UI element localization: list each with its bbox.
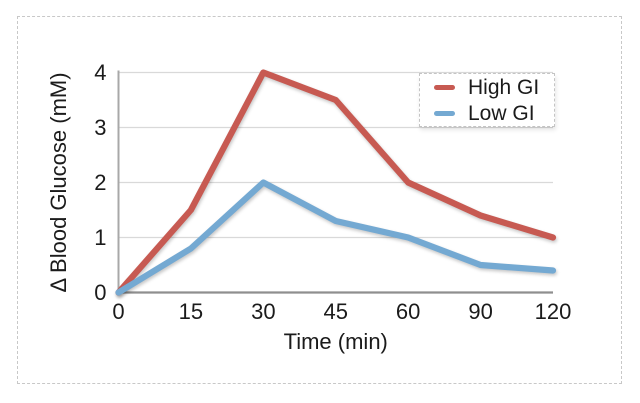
x-tick-label: 45 [324,299,348,324]
high-gi-line-swatch [434,84,455,90]
x-tick-label: 0 [112,299,124,324]
low-gi-line [115,179,557,296]
legend-item-low-gi: Low GI [434,103,554,124]
y-tick-label: 0 [94,280,106,305]
y-tick-label: 2 [94,170,106,195]
y-tick-label: 4 [94,60,106,85]
y-axis-title: Δ Blood Glucose (mM) [46,72,71,292]
x-axis-title: Time (min) [284,329,388,354]
y-tick-label: 1 [94,225,106,250]
legend-item-high-gi: High GI [434,77,554,98]
y-tick-label: 3 [94,115,106,140]
legend-label-high-gi: High GI [468,75,540,99]
low-gi-line-swatch [434,110,455,116]
x-tick-label: 15 [179,299,203,324]
legend: High GI Low GI [419,73,555,127]
high-gi-line [115,69,557,296]
legend-label-low-gi: Low GI [468,101,535,125]
x-tick-label: 90 [468,299,492,324]
x-tick-label: 60 [396,299,420,324]
x-tick-label: 120 [535,299,572,324]
x-tick-label: 30 [251,299,275,324]
